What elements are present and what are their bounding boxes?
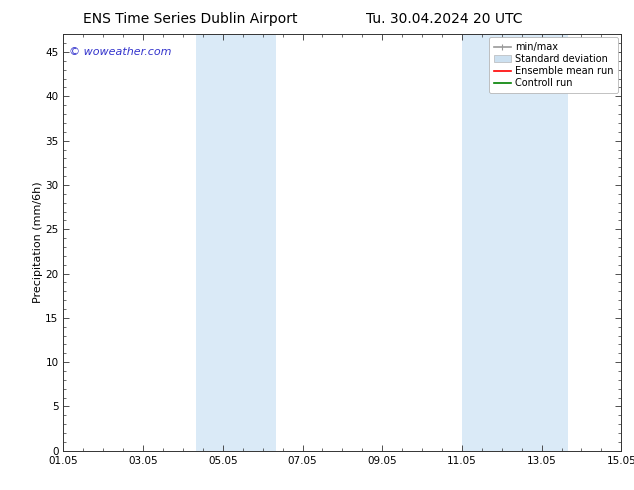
Bar bbox=[196, 34, 276, 451]
Legend: min/max, Standard deviation, Ensemble mean run, Controll run: min/max, Standard deviation, Ensemble me… bbox=[489, 37, 618, 93]
Text: © woweather.com: © woweather.com bbox=[69, 47, 171, 57]
Text: Tu. 30.04.2024 20 UTC: Tu. 30.04.2024 20 UTC bbox=[366, 12, 522, 26]
Text: ENS Time Series Dublin Airport: ENS Time Series Dublin Airport bbox=[83, 12, 297, 26]
Y-axis label: Precipitation (mm/6h): Precipitation (mm/6h) bbox=[32, 182, 42, 303]
Bar bbox=[462, 34, 568, 451]
